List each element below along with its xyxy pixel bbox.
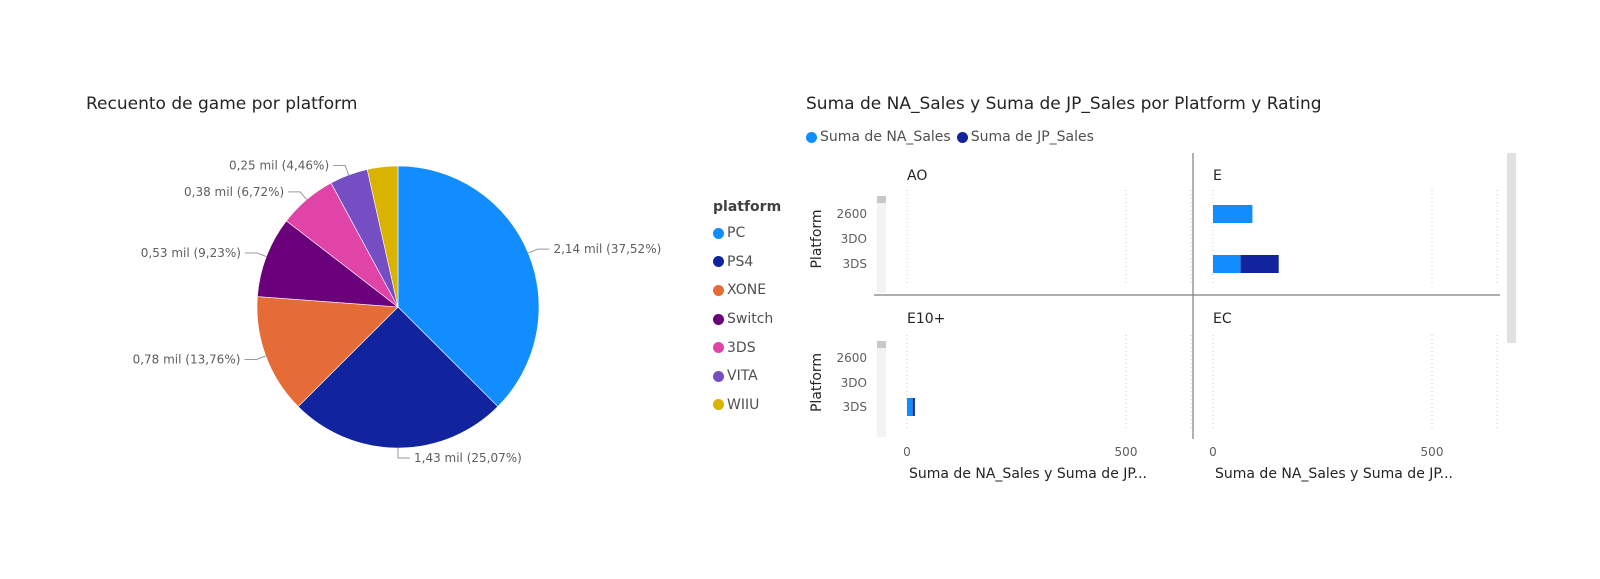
y-tick-label-3do: 3DO — [841, 376, 867, 390]
legend-dot-switch — [713, 313, 724, 325]
x-axis-title: Suma de NA_Sales y Suma de JP... — [909, 466, 1147, 482]
pie-data-label-switch: 0,53 mil (9,23%) — [141, 246, 241, 260]
bar-e-3ds-na-sales[interactable] — [1213, 255, 1241, 273]
small-multiples-bar-chart: AO 2600 3DO 3DS Platform E E10+ 2600 3DO 3DS Platf… — [809, 153, 1516, 482]
pie-chart-title: Recuento de game por platform — [86, 94, 358, 114]
y-tick-label-3do: 3DO — [841, 232, 867, 246]
pie-slice-wiiu[interactable] — [366, 165, 399, 308]
panel-title-e10: E10+ — [907, 311, 945, 327]
x-tick-label: 0 — [1209, 445, 1217, 459]
legend-item-vita[interactable]: VITA — [713, 362, 781, 391]
panel-scrollbar-track — [877, 341, 886, 437]
pie-slice-switch[interactable] — [257, 220, 399, 308]
bar-legend: Suma de NA_Sales Suma de JP_Sales — [806, 129, 1100, 145]
y-axis-title: Platform — [809, 353, 825, 412]
x-tick-label: 500 — [1421, 445, 1444, 459]
pie-leader-line — [528, 248, 550, 254]
legend-dot-wiiu — [713, 399, 724, 411]
bar-e-3ds-jp-sales[interactable] — [1240, 255, 1279, 273]
pie-chart: 2,14 mil (37,52%) 1,43 mil (25,07%) 0,78 m… — [133, 159, 662, 465]
panel-title-ec: EC — [1213, 311, 1232, 327]
panel-scrollbar-thumb[interactable] — [877, 341, 886, 348]
legend-label-xone: XONE — [727, 282, 767, 299]
pie-leader-line — [244, 252, 267, 258]
pie-leader-line — [397, 448, 410, 459]
legend-item-wiiu[interactable]: WIIU — [713, 391, 781, 420]
legend-item-3ds[interactable]: 3DS — [713, 333, 781, 362]
pie-slice-xone[interactable] — [256, 296, 399, 407]
y-axis-title: Platform — [809, 209, 825, 268]
legend-dot-pc — [713, 227, 724, 239]
legend-item-pc[interactable]: PC — [713, 219, 781, 248]
legend-label-vita: VITA — [727, 368, 758, 385]
panel-title-e: E — [1213, 168, 1222, 184]
pie-legend: platform PC PS4 XONE Switch 3DS VITA WIIU — [713, 199, 781, 419]
x-tick-label: 0 — [903, 445, 911, 459]
x-tick-label: 500 — [1115, 445, 1138, 459]
y-tick-label-3ds: 3DS — [843, 400, 868, 414]
pie-data-label-pc: 2,14 mil (37,52%) — [553, 242, 661, 256]
pie-data-label-vita: 0,25 mil (4,46%) — [229, 159, 329, 173]
legend-dot-xone — [713, 284, 724, 296]
bar-e-2600-na-sales[interactable] — [1213, 205, 1253, 223]
panel-scrollbar-track — [877, 196, 886, 293]
legend-dot-3ds — [713, 342, 724, 354]
bar-e10-3ds-na-sales[interactable] — [907, 398, 913, 416]
legend-label-na: Suma de NA_Sales — [820, 129, 951, 145]
y-tick-label-3ds: 3DS — [843, 257, 868, 271]
panel-scrollbar-thumb[interactable] — [877, 196, 886, 203]
legend-dot-vita — [713, 370, 724, 382]
legend-label-ps4: PS4 — [727, 253, 754, 270]
panel-title-ao: AO — [907, 168, 927, 184]
legend-item-jp-sales[interactable]: Suma de JP_Sales — [956, 129, 1094, 145]
pie-data-label-xone: 0,78 mil (13,76%) — [133, 352, 241, 366]
legend-label-3ds: 3DS — [727, 339, 756, 356]
legend-item-ps4[interactable]: PS4 — [713, 248, 781, 277]
pie-leader-line — [333, 165, 350, 176]
legend-item-na-sales[interactable]: Suma de NA_Sales — [806, 129, 951, 145]
y-tick-label-2600: 2600 — [836, 351, 867, 365]
pie-legend-title: platform — [713, 199, 782, 215]
x-axis-title: Suma de NA_Sales y Suma de JP... — [1215, 466, 1453, 482]
legend-dot-jp — [956, 131, 968, 143]
legend-label-switch: Switch — [727, 311, 774, 328]
legend-item-xone[interactable]: XONE — [713, 276, 781, 305]
pie-slice-ps4[interactable] — [297, 306, 499, 449]
legend-dot-ps4 — [713, 256, 724, 268]
legend-label-pc: PC — [727, 225, 746, 242]
legend-label-wiiu: WIIU — [727, 396, 760, 413]
vertical-scrollbar[interactable] — [1507, 153, 1516, 343]
pie-leader-line — [288, 191, 308, 200]
legend-label-jp: Suma de JP_Sales — [970, 129, 1094, 145]
pie-leader-line — [244, 355, 266, 360]
bar-chart-title: Suma de NA_Sales y Suma de JP_Sales por … — [806, 94, 1322, 114]
legend-item-switch[interactable]: Switch — [713, 305, 781, 334]
pie-data-label-ps4: 1,43 mil (25,07%) — [414, 451, 522, 465]
legend-dot-na — [806, 131, 817, 143]
bar-e10-3ds-jp-sales[interactable] — [912, 398, 915, 416]
y-tick-label-2600: 2600 — [836, 207, 867, 221]
pie-data-label-3ds: 0,38 mil (6,72%) — [184, 185, 284, 199]
